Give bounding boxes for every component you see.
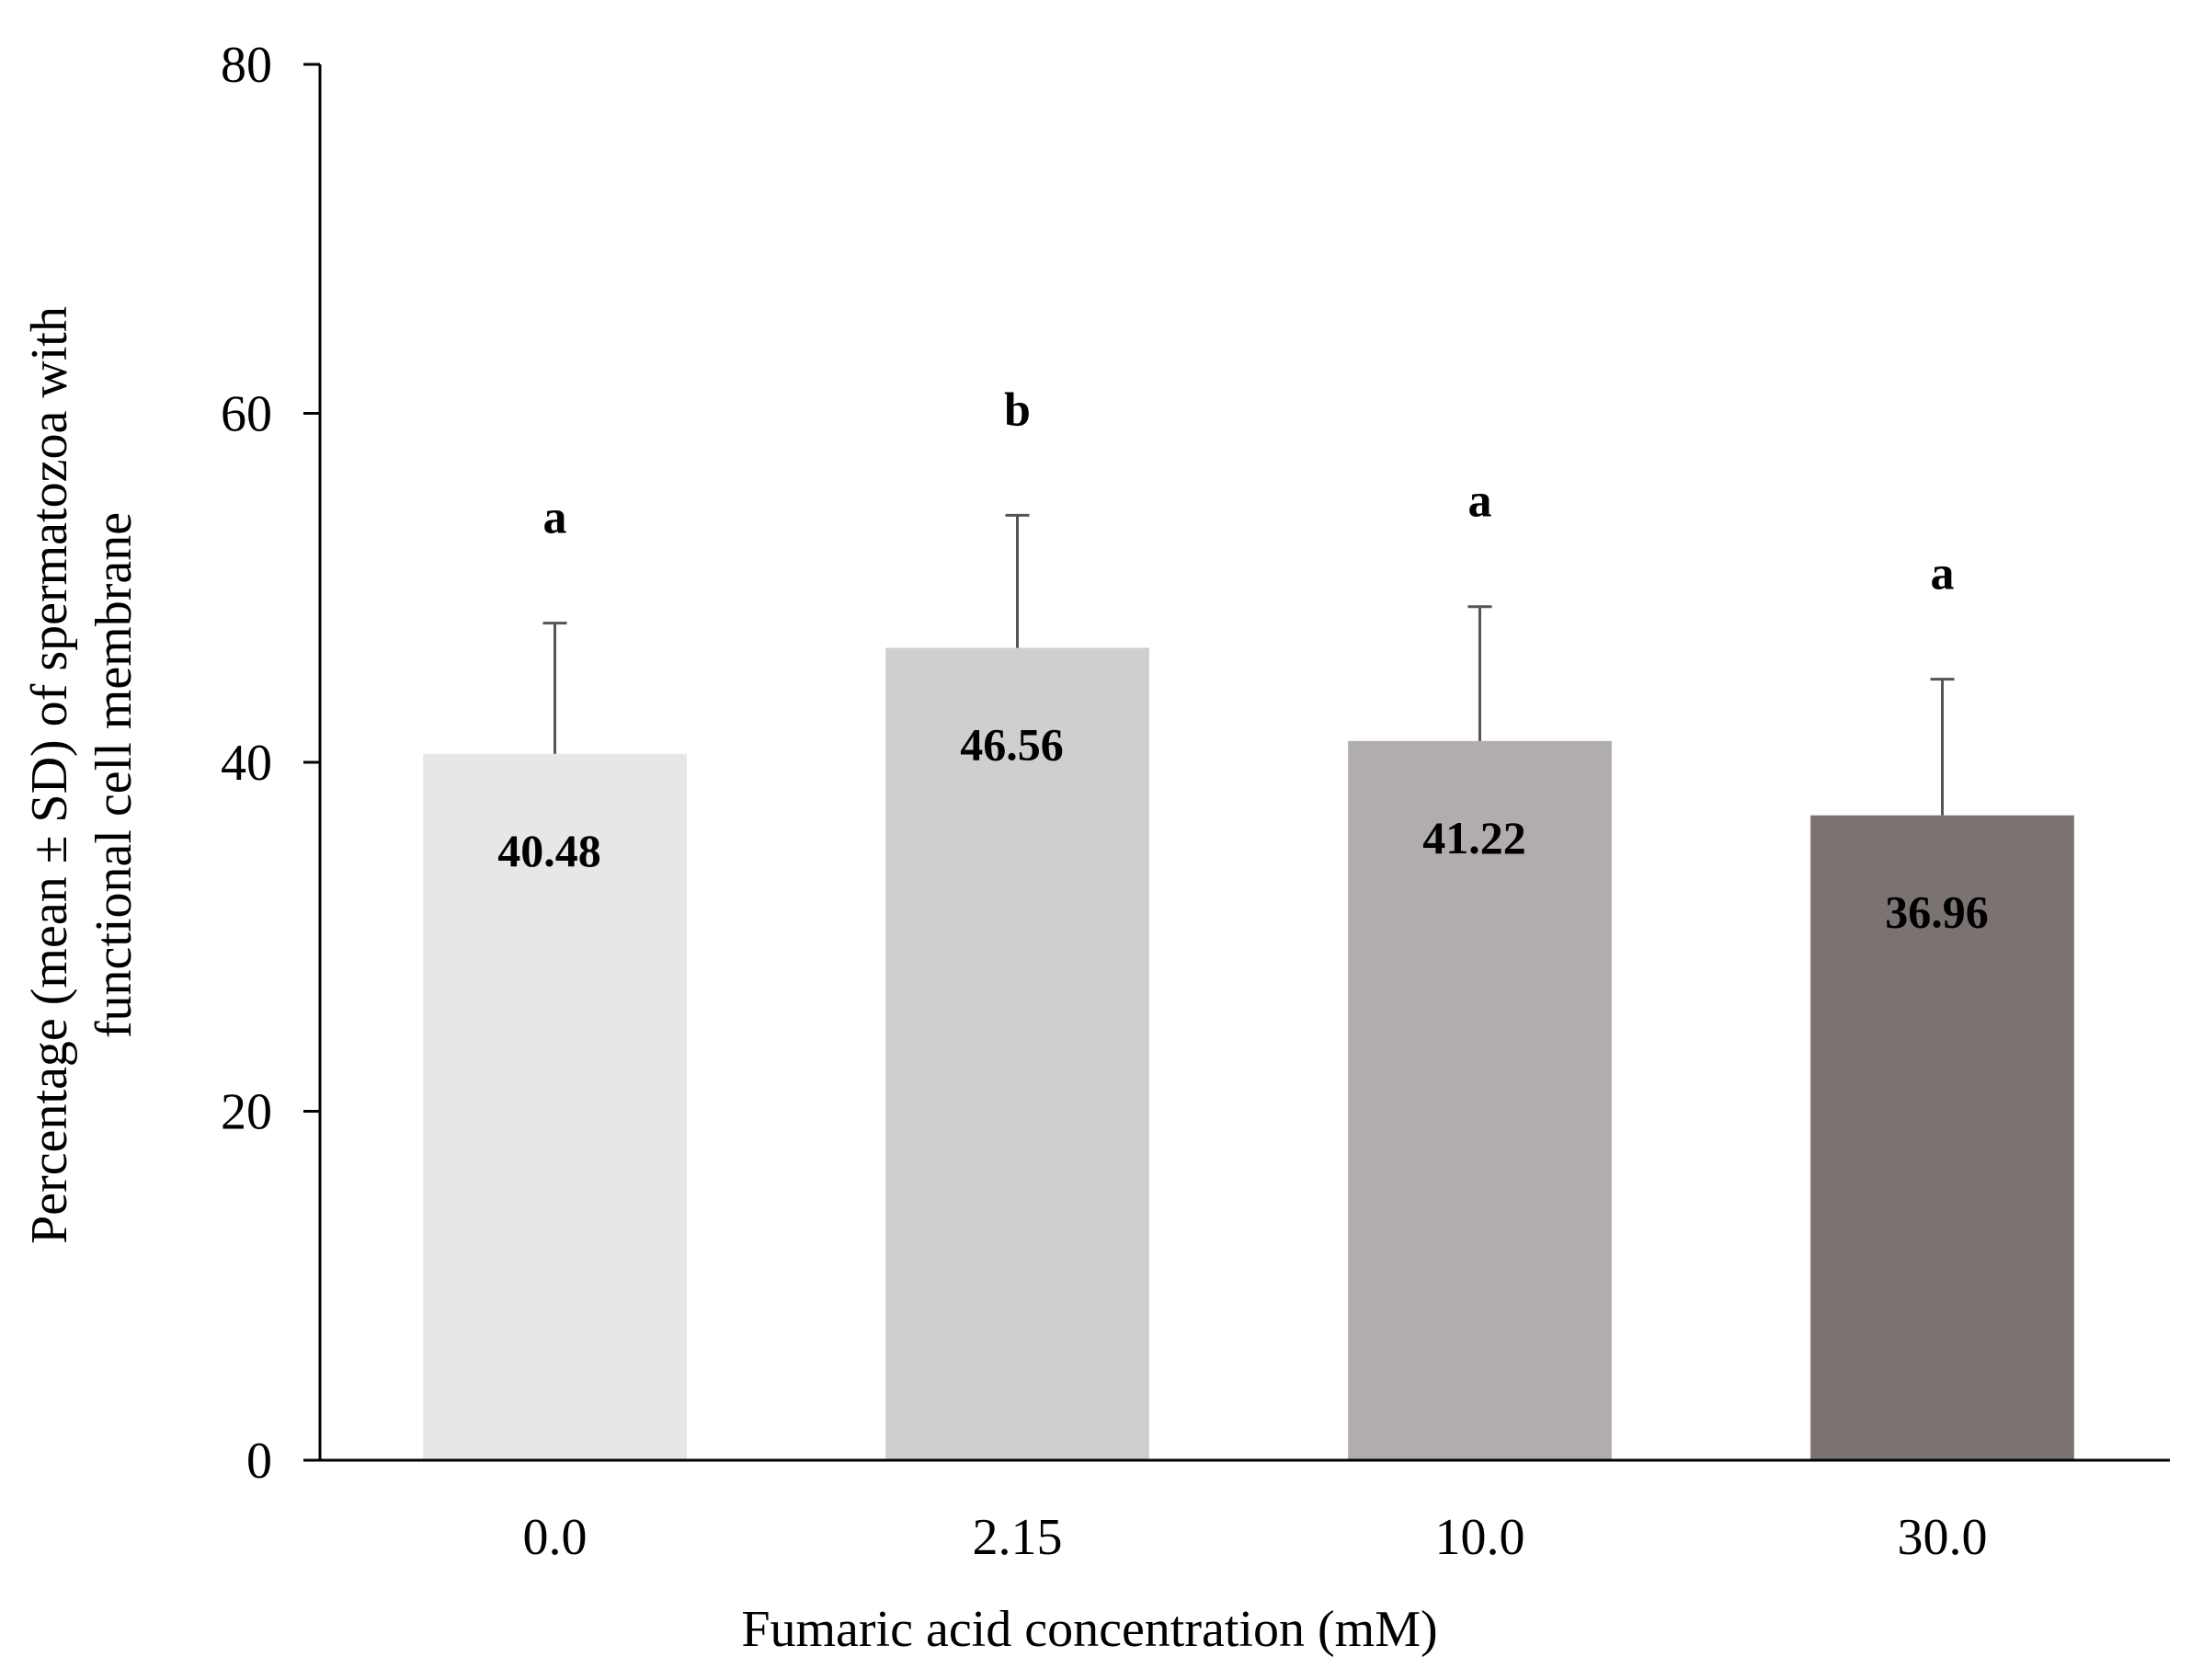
significance-label: a (543, 492, 567, 544)
x-tick-label: 0.0 (523, 1509, 588, 1566)
x-tick-label: 30.0 (1898, 1509, 1988, 1566)
y-tick-label: 0 (246, 1433, 272, 1490)
bar (1810, 815, 2074, 1460)
data-label: 41.22 (1422, 812, 1526, 863)
bars (423, 647, 2074, 1460)
bar (885, 647, 1149, 1460)
significance-label: b (1004, 383, 1031, 436)
y-axis-title: Percentage (mean ± SD) of spermatozoa wi… (21, 306, 143, 1244)
bar (423, 753, 687, 1460)
y-tick-label: 40 (221, 735, 272, 792)
bar (1348, 740, 1612, 1460)
significance-label: a (1931, 548, 1955, 600)
data-labels: 40.48 46.56 41.22 36.96 (497, 719, 1989, 938)
x-axis-title: Fumaric acid concentration (mM) (741, 1601, 1437, 1658)
y-tick-label: 60 (221, 386, 272, 443)
data-label: 36.96 (1885, 886, 1989, 938)
y-axis-title-line-2: functional cell membrane (86, 512, 143, 1038)
significance-label: a (1468, 475, 1492, 528)
x-tick-label: 10.0 (1435, 1509, 1525, 1566)
y-tick-label: 20 (221, 1084, 272, 1141)
significance-labels: a b a a (543, 383, 1955, 600)
x-axis-tick-labels: 0.0 2.15 10.0 30.0 (523, 1509, 1988, 1566)
y-axis-ticks: 0 20 40 60 80 (221, 37, 320, 1490)
y-axis-title-line-1: Percentage (mean ± SD) of spermatozoa wi… (21, 306, 78, 1244)
error-bars (542, 513, 1955, 816)
data-label: 40.48 (497, 825, 601, 876)
y-tick-label: 80 (221, 37, 272, 94)
x-tick-label: 2.15 (973, 1509, 1063, 1566)
data-label: 46.56 (960, 719, 1064, 771)
